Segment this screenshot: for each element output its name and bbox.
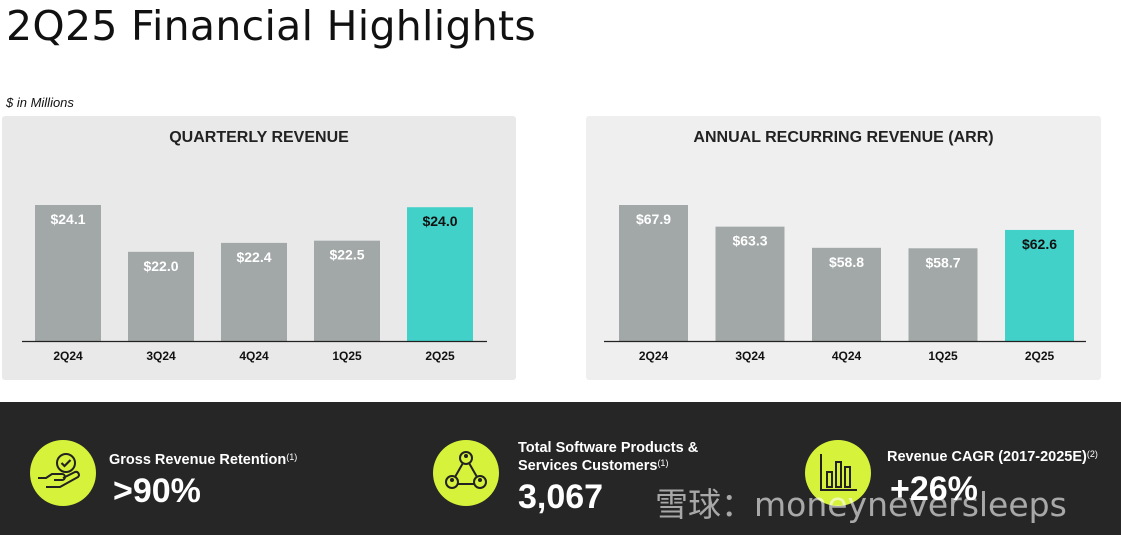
customers-value: 3,067 — [518, 478, 604, 516]
tick-label-4Q24: 4Q24 — [239, 349, 269, 363]
gross-retention-label: Gross Revenue Retention(1) — [109, 452, 298, 468]
units-note: $ in Millions — [6, 95, 74, 110]
gross-retention-value: >90% — [113, 472, 201, 510]
data-label-3Q24: $22.0 — [143, 258, 178, 274]
bar-3Q24 — [715, 226, 785, 341]
customers-network-icon — [433, 440, 499, 506]
data-label-4Q24: $22.4 — [236, 249, 271, 265]
tick-label-3Q24: 3Q24 — [735, 349, 765, 363]
bar-4Q24 — [812, 247, 881, 341]
cagr-label: Revenue CAGR (2017-2025E)(2) — [887, 449, 1098, 465]
customers-label: Total Software Products & Services Custo… — [518, 440, 699, 474]
stats-bar: Gross Revenue Retention(1) >90% Total So… — [0, 402, 1121, 535]
tick-label-2Q24: 2Q24 — [53, 349, 83, 363]
cagr-value: +26% — [890, 470, 978, 508]
arr-panel: ANNUAL RECURRING REVENUE (ARR) $67.9 2Q24… — [586, 116, 1101, 380]
data-label-2Q25: $24.0 — [422, 213, 457, 229]
tick-label-2Q24: 2Q24 — [639, 349, 669, 363]
page-title: 2Q25 Financial Highlights — [6, 2, 537, 50]
data-label-2Q24: $67.9 — [636, 211, 671, 227]
tick-label-1Q25: 1Q25 — [332, 349, 362, 363]
data-label-4Q24: $58.8 — [829, 254, 864, 270]
tick-label-2Q25: 2Q25 — [1025, 349, 1055, 363]
data-label-1Q25: $22.5 — [329, 247, 364, 263]
bar-1Q25 — [908, 248, 978, 341]
arr-title: ANNUAL RECURRING REVENUE (ARR) — [693, 129, 994, 146]
watermark: 雪球：moneyneversleeps — [655, 485, 1067, 524]
quarterly-revenue-panel: QUARTERLY REVENUE $24.1 2Q24 $22.0 3Q24 $22.… — [2, 116, 516, 380]
bar-4Q24 — [221, 242, 287, 341]
bar-3Q24 — [128, 251, 194, 341]
bar-1Q25 — [314, 240, 380, 341]
data-label-2Q25: $62.6 — [1022, 236, 1057, 252]
data-label-1Q25: $58.7 — [925, 254, 960, 270]
tick-label-2Q25: 2Q25 — [425, 349, 455, 363]
arr-chart: $67.9 2Q24 $63.3 3Q24 $58.8 4Q24 $58.7 1Q25 $62.… — [604, 205, 1086, 363]
bar-2Q25 — [407, 207, 473, 341]
data-label-3Q24: $63.3 — [732, 233, 767, 249]
tick-label-1Q25: 1Q25 — [928, 349, 958, 363]
quarterly-revenue-title: QUARTERLY REVENUE — [169, 129, 349, 146]
bar-chart-icon — [805, 440, 871, 506]
data-label-2Q24: $24.1 — [50, 211, 85, 227]
bar-2Q24 — [35, 205, 101, 341]
tick-label-3Q24: 3Q24 — [146, 349, 176, 363]
quarterly-revenue-chart: $24.1 2Q24 $22.0 3Q24 $22.4 4Q24 $22.5 1Q25 $24.… — [22, 205, 487, 363]
bar-2Q25 — [1005, 229, 1074, 341]
bar-2Q24 — [619, 205, 688, 341]
hand-checkmark-icon — [30, 440, 96, 506]
tick-label-4Q24: 4Q24 — [832, 349, 862, 363]
